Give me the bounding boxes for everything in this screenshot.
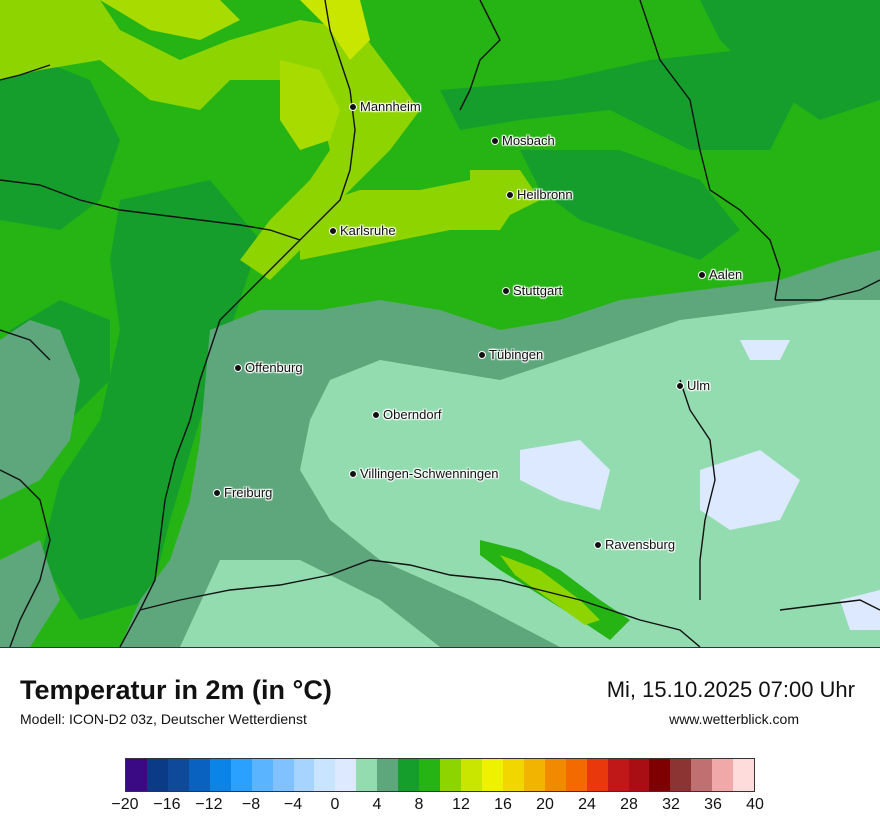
model-source: Modell: ICON-D2 03z, Deutscher Wetterdie… bbox=[20, 711, 307, 727]
city-label: Heilbronn bbox=[517, 187, 573, 202]
legend-tick-label: 40 bbox=[746, 796, 764, 813]
city-dot-icon bbox=[698, 270, 706, 279]
forecast-datetime: Mi, 15.10.2025 07:00 Uhr bbox=[606, 677, 855, 702]
legend-tick-label: 12 bbox=[452, 796, 470, 813]
legend-tick-label: 20 bbox=[536, 796, 554, 813]
legend-swatch bbox=[167, 759, 189, 791]
legend-swatch bbox=[314, 759, 336, 791]
city-marker-tuebingen[interactable]: Tübingen bbox=[478, 347, 543, 362]
legend-tick-label: −8 bbox=[241, 796, 261, 813]
city-dot-icon bbox=[491, 136, 499, 145]
legend-swatch bbox=[733, 759, 755, 791]
legend-swatch bbox=[188, 759, 210, 791]
temperature-field bbox=[0, 0, 880, 647]
city-label: Offenburg bbox=[245, 360, 303, 375]
city-dot-icon bbox=[349, 102, 357, 111]
website-link[interactable]: www.wetterblick.com bbox=[669, 711, 799, 727]
city-marker-ulm[interactable]: Ulm bbox=[676, 378, 710, 393]
city-dot-icon bbox=[594, 540, 602, 549]
city-label: Stuttgart bbox=[513, 283, 563, 298]
city-label: Villingen-Schwenningen bbox=[360, 466, 499, 481]
legend-swatch bbox=[712, 759, 734, 791]
legend-swatch bbox=[586, 759, 608, 791]
city-marker-mosbach[interactable]: Mosbach bbox=[491, 133, 555, 148]
city-label: Aalen bbox=[709, 267, 743, 282]
legend-tick-label: −12 bbox=[195, 796, 223, 813]
legend-swatch bbox=[607, 759, 629, 791]
legend-swatch bbox=[628, 759, 650, 791]
city-label: Ravensburg bbox=[605, 537, 676, 552]
city-label: Karlsruhe bbox=[340, 223, 396, 238]
city-label: Tübingen bbox=[489, 347, 544, 362]
legend-swatch bbox=[272, 759, 294, 791]
legend-tick-label: −4 bbox=[283, 796, 303, 813]
color-scale-ticks: −20 −16 −12 −8 −4 0 4 8 12 16 20 24 28 32 36 40 bbox=[111, 796, 763, 816]
legend-swatch bbox=[670, 759, 692, 791]
city-marker-freiburg[interactable]: Freiburg bbox=[213, 485, 272, 500]
city-marker-stuttgart[interactable]: Stuttgart bbox=[502, 283, 562, 298]
legend-swatch bbox=[461, 759, 482, 791]
city-dot-icon bbox=[213, 488, 221, 497]
city-marker-heilbronn[interactable]: Heilbronn bbox=[506, 187, 573, 202]
legend-swatch bbox=[230, 759, 252, 791]
legend-tick-label: 28 bbox=[620, 796, 638, 813]
legend-swatch bbox=[251, 759, 273, 791]
legend-swatch bbox=[440, 759, 461, 791]
legend-swatch bbox=[126, 759, 147, 791]
city-label: Ulm bbox=[687, 378, 711, 393]
legend-swatch bbox=[481, 759, 503, 791]
city-marker-ravensburg[interactable]: Ravensburg bbox=[594, 537, 675, 552]
legend-swatch bbox=[419, 759, 441, 791]
city-label: Mannheim bbox=[360, 99, 421, 114]
legend-swatch bbox=[356, 759, 378, 791]
legend-swatch bbox=[377, 759, 399, 791]
legend-swatch bbox=[398, 759, 420, 791]
temperature-map[interactable]: Mannheim Mosbach Heilbronn Karlsruhe Stu… bbox=[0, 0, 880, 647]
legend-tick-label: 4 bbox=[372, 796, 382, 813]
city-marker-villingen-schwenningen[interactable]: Villingen-Schwenningen bbox=[349, 466, 499, 481]
city-label: Oberndorf bbox=[383, 407, 442, 422]
legend-tick-label: 16 bbox=[494, 796, 512, 813]
city-dot-icon bbox=[502, 286, 510, 295]
city-dot-icon bbox=[506, 190, 514, 199]
legend-tick-label: −20 bbox=[111, 796, 139, 813]
map-title: Temperatur in 2m (in °C) bbox=[20, 675, 332, 705]
map-footer: Temperatur in 2m (in °C) Modell: ICON-D2… bbox=[0, 647, 880, 831]
city-marker-mannheim[interactable]: Mannheim bbox=[349, 99, 421, 114]
city-dot-icon bbox=[234, 363, 242, 372]
legend-swatch bbox=[565, 759, 587, 791]
city-marker-offenburg[interactable]: Offenburg bbox=[234, 360, 303, 375]
legend-swatch bbox=[544, 759, 566, 791]
city-marker-oberndorf[interactable]: Oberndorf bbox=[372, 407, 442, 422]
city-dot-icon bbox=[478, 350, 486, 359]
city-label: Mosbach bbox=[502, 133, 555, 148]
legend-swatch bbox=[502, 759, 524, 791]
legend-tick-label: 24 bbox=[578, 796, 596, 813]
color-scale-legend bbox=[125, 758, 755, 792]
legend-tick-label: 0 bbox=[330, 796, 340, 813]
legend-tick-label: 8 bbox=[414, 796, 424, 813]
legend-swatch bbox=[209, 759, 231, 791]
city-label: Freiburg bbox=[224, 485, 273, 500]
city-marker-aalen[interactable]: Aalen bbox=[698, 267, 742, 282]
city-dot-icon bbox=[349, 469, 357, 478]
legend-swatch bbox=[146, 759, 168, 791]
legend-tick-label: 32 bbox=[662, 796, 680, 813]
city-marker-karlsruhe[interactable]: Karlsruhe bbox=[329, 223, 396, 238]
city-dot-icon bbox=[329, 226, 337, 235]
legend-swatch bbox=[691, 759, 713, 791]
legend-swatch bbox=[293, 759, 315, 791]
legend-tick-label: −16 bbox=[153, 796, 181, 813]
legend-swatch bbox=[335, 759, 357, 791]
city-dot-icon bbox=[676, 381, 684, 390]
legend-tick-label: 36 bbox=[704, 796, 722, 813]
city-dot-icon bbox=[372, 410, 380, 419]
legend-swatch bbox=[649, 759, 671, 791]
legend-swatch bbox=[523, 759, 545, 791]
